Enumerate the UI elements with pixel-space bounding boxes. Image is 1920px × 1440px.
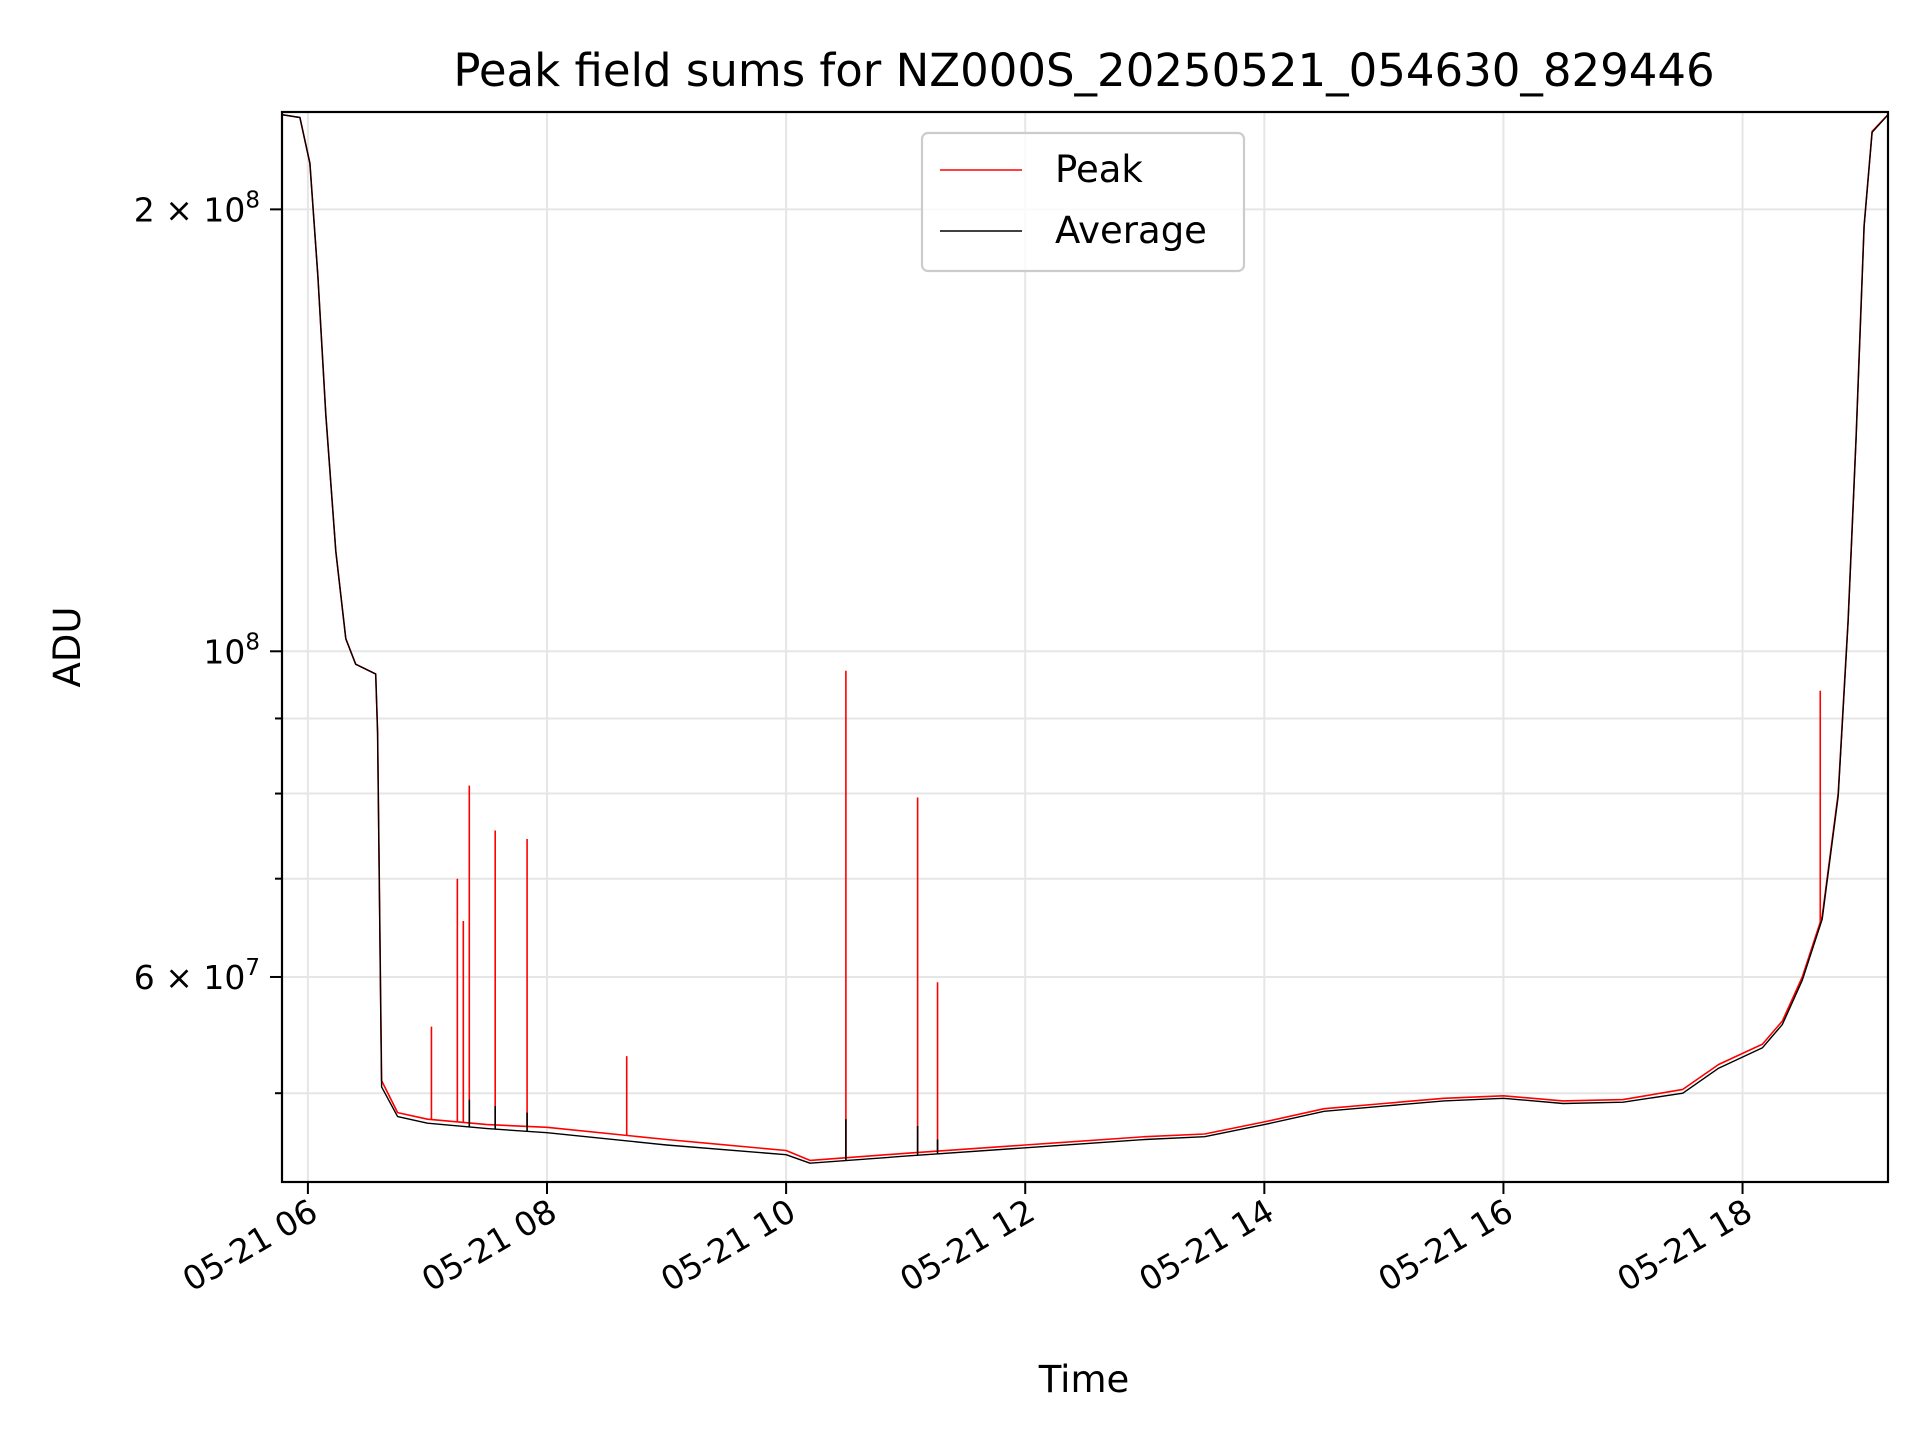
chart-title: Peak field sums for NZ000S_20250521_0546… — [453, 44, 1714, 97]
grid-layer — [282, 112, 1888, 1182]
y-tick-label-base: 2 × 10 — [134, 190, 246, 229]
average-series — [282, 114, 1888, 1164]
y-tick-label-exponent: 7 — [245, 955, 260, 981]
y-tick-label: 6 × 107 — [134, 955, 260, 997]
y-tick-label-base: 10 — [203, 632, 245, 671]
y-tick-label: 2 × 108 — [134, 187, 260, 229]
series-layer — [282, 113, 1888, 1164]
plot-area-frame — [280, 110, 1890, 1184]
legend: Peak Average — [920, 131, 1246, 273]
y-tick-label-base: 6 × 10 — [134, 958, 246, 997]
y-tick-label-exponent: 8 — [245, 629, 260, 655]
y-tick-label: 108 — [203, 629, 260, 671]
y-axis-label: ADU — [46, 607, 89, 688]
peak-series — [282, 113, 1888, 1162]
legend-peak-label: Peak — [1055, 148, 1143, 191]
average-line — [282, 114, 1888, 1164]
legend-average-label: Average — [1055, 209, 1207, 252]
x-axis-label: Time — [1038, 1358, 1130, 1401]
y-tick-label-exponent: 8 — [245, 187, 260, 213]
legend-box — [920, 131, 1246, 273]
